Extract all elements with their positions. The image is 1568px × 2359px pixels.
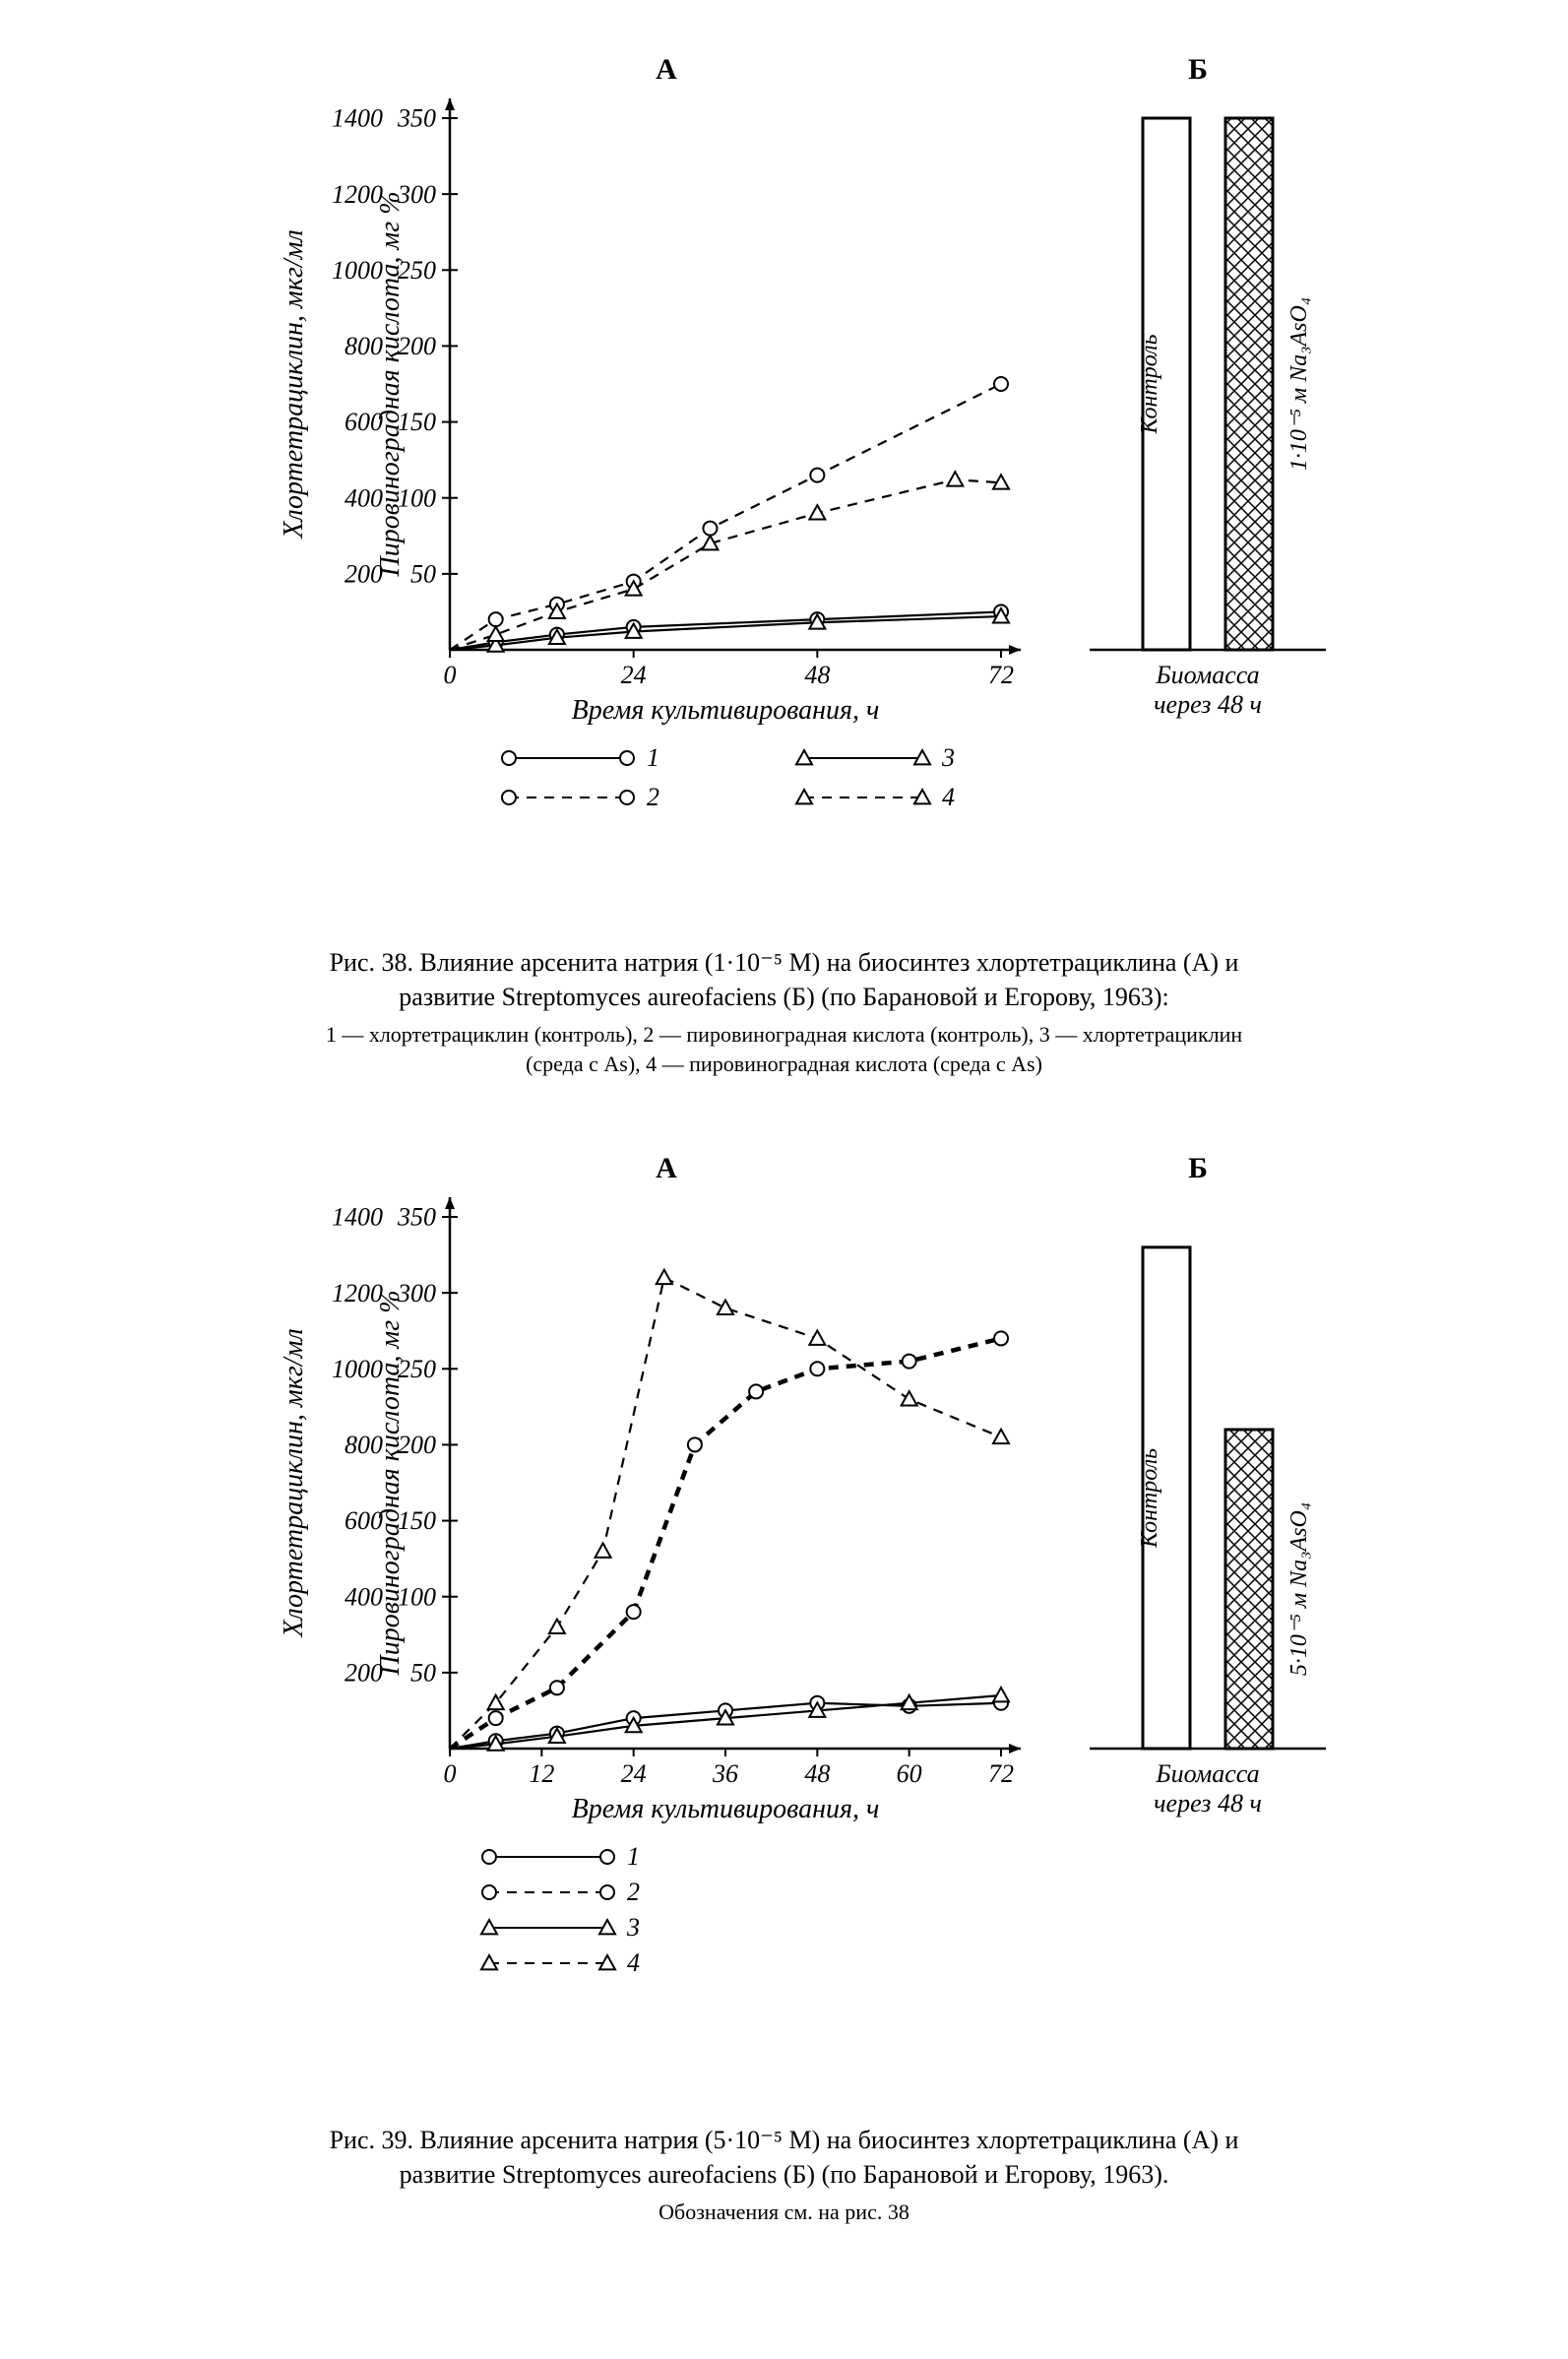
svg-text:1400: 1400	[332, 104, 383, 133]
svg-text:Хлортетрациклин, мкг/мл: Хлортетрациклин, мкг/мл	[279, 1328, 309, 1637]
svg-text:Время культивирования, ч: Время культивирования, ч	[571, 1794, 879, 1824]
svg-text:350: 350	[397, 104, 436, 133]
svg-text:4: 4	[942, 783, 955, 811]
svg-text:3: 3	[626, 1913, 640, 1942]
svg-text:36: 36	[712, 1759, 738, 1788]
svg-text:72: 72	[988, 661, 1014, 689]
svg-text:Время культивирования, ч: Время культивирования, ч	[571, 695, 879, 726]
svg-text:60: 60	[896, 1759, 921, 1788]
figure-39-svg: АБ0122436486072Время культивирования, ч2…	[194, 1138, 1375, 2103]
figure-39-caption-legend: Обозначения см. на рис. 38	[302, 2198, 1267, 2227]
svg-text:350: 350	[397, 1202, 436, 1231]
svg-text:Пировиноградная кислота, мг %: Пировиноградная кислота, мг %	[375, 1290, 406, 1676]
svg-text:50: 50	[410, 1658, 436, 1687]
svg-text:Биомасса: Биомасса	[1155, 661, 1259, 689]
svg-text:через 48 ч: через 48 ч	[1154, 1789, 1262, 1817]
svg-text:48: 48	[804, 1759, 830, 1788]
svg-text:А: А	[656, 53, 677, 86]
figure-38-caption: Рис. 38. Влияние арсенита натрия (1·10⁻⁵…	[302, 945, 1267, 1079]
svg-text:Контроль: Контроль	[1137, 334, 1162, 434]
figure-38-caption-main: Рис. 38. Влияние арсенита натрия (1·10⁻⁵…	[302, 945, 1267, 1014]
svg-text:4: 4	[627, 1948, 640, 1977]
svg-text:72: 72	[988, 1759, 1014, 1788]
svg-text:Б: Б	[1188, 53, 1208, 86]
svg-text:через 48 ч: через 48 ч	[1154, 690, 1262, 719]
svg-text:0: 0	[443, 1759, 456, 1788]
figure-39-caption-main: Рис. 39. Влияние арсенита натрия (5·10⁻⁵…	[302, 2123, 1267, 2192]
figure-39-caption: Рис. 39. Влияние арсенита натрия (5·10⁻⁵…	[302, 2123, 1267, 2227]
svg-text:А: А	[656, 1152, 677, 1184]
svg-text:2: 2	[647, 783, 659, 811]
svg-text:1: 1	[627, 1842, 640, 1871]
svg-text:48: 48	[804, 661, 830, 689]
svg-text:0: 0	[443, 661, 456, 689]
figure-38-caption-legend: 1 — хлортетрациклин (контроль), 2 — пиро…	[302, 1020, 1267, 1078]
svg-text:Хлортетрациклин, мкг/мл: Хлортетрациклин, мкг/мл	[279, 229, 309, 539]
svg-text:Б: Б	[1188, 1152, 1208, 1184]
svg-text:Пировиноградная кислота, мг %: Пировиноградная кислота, мг %	[375, 191, 406, 577]
svg-text:1·10⁻⁵ м Na₃AsO₄: 1·10⁻⁵ м Na₃AsO₄	[1286, 297, 1312, 471]
svg-text:Биомасса: Биомасса	[1155, 1759, 1259, 1788]
svg-text:3: 3	[941, 743, 955, 772]
figure-38-svg: АБ0244872Время культивирования, ч2004006…	[194, 39, 1375, 925]
svg-text:2: 2	[627, 1878, 640, 1906]
figure-38: АБ0244872Время культивирования, ч2004006…	[194, 39, 1375, 1079]
svg-text:12: 12	[529, 1759, 554, 1788]
svg-text:24: 24	[620, 1759, 646, 1788]
svg-text:1400: 1400	[332, 1202, 383, 1231]
svg-text:50: 50	[410, 560, 436, 589]
svg-text:24: 24	[620, 661, 646, 689]
figure-39: АБ0122436486072Время культивирования, ч2…	[194, 1138, 1375, 2227]
svg-text:1: 1	[647, 743, 659, 772]
svg-text:5·10⁻⁵ м Na₃AsO₄: 5·10⁻⁵ м Na₃AsO₄	[1286, 1501, 1312, 1675]
svg-text:Контроль: Контроль	[1137, 1447, 1162, 1548]
